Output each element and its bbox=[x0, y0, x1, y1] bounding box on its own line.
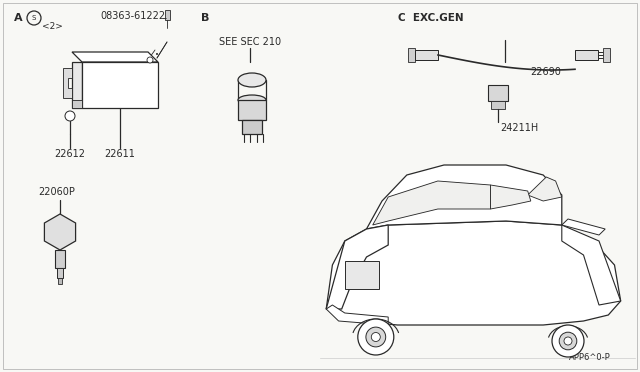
Text: B: B bbox=[201, 13, 209, 23]
Polygon shape bbox=[345, 261, 379, 289]
Text: B: B bbox=[360, 234, 367, 244]
Polygon shape bbox=[63, 68, 72, 98]
Bar bbox=[57, 268, 63, 278]
Polygon shape bbox=[575, 50, 598, 60]
Circle shape bbox=[358, 319, 394, 355]
Text: 22690: 22690 bbox=[530, 67, 561, 77]
Polygon shape bbox=[326, 221, 621, 325]
Text: 08363-61222: 08363-61222 bbox=[100, 11, 165, 21]
Text: SEE SEC 210: SEE SEC 210 bbox=[219, 37, 281, 47]
Polygon shape bbox=[72, 100, 82, 108]
Polygon shape bbox=[367, 165, 562, 229]
Bar bbox=[491, 101, 505, 109]
Circle shape bbox=[366, 327, 386, 347]
Text: 22611: 22611 bbox=[104, 149, 136, 159]
Polygon shape bbox=[562, 225, 621, 305]
Circle shape bbox=[371, 333, 380, 341]
Polygon shape bbox=[528, 177, 562, 201]
Circle shape bbox=[552, 325, 584, 357]
Polygon shape bbox=[562, 219, 605, 235]
Polygon shape bbox=[490, 185, 531, 209]
Polygon shape bbox=[415, 50, 438, 60]
Polygon shape bbox=[44, 214, 76, 250]
Text: S: S bbox=[32, 15, 36, 21]
Bar bbox=[603, 48, 610, 62]
Polygon shape bbox=[82, 62, 158, 108]
Polygon shape bbox=[372, 181, 490, 225]
Polygon shape bbox=[72, 62, 82, 108]
Bar bbox=[238, 100, 266, 120]
Circle shape bbox=[559, 332, 577, 350]
Bar bbox=[55, 250, 65, 268]
Text: <2>: <2> bbox=[42, 22, 63, 31]
Bar bbox=[488, 85, 508, 101]
Bar bbox=[242, 120, 262, 134]
Polygon shape bbox=[326, 305, 388, 325]
Polygon shape bbox=[72, 52, 158, 62]
Bar bbox=[165, 10, 170, 20]
Text: 22060P: 22060P bbox=[38, 187, 75, 197]
Bar bbox=[408, 48, 415, 62]
Polygon shape bbox=[326, 225, 388, 309]
Text: 22612: 22612 bbox=[54, 149, 86, 159]
Ellipse shape bbox=[238, 95, 266, 105]
Circle shape bbox=[147, 57, 153, 63]
Bar bbox=[58, 278, 62, 284]
Text: A: A bbox=[392, 216, 398, 226]
Text: C  EXC.GEN: C EXC.GEN bbox=[398, 13, 463, 23]
Text: A: A bbox=[13, 13, 22, 23]
Circle shape bbox=[65, 111, 75, 121]
Text: •: • bbox=[155, 52, 159, 58]
Text: C: C bbox=[433, 200, 439, 210]
Text: 24211H: 24211H bbox=[500, 123, 538, 133]
Text: APP6^0-P: APP6^0-P bbox=[569, 353, 611, 362]
Ellipse shape bbox=[238, 73, 266, 87]
Circle shape bbox=[564, 337, 572, 345]
